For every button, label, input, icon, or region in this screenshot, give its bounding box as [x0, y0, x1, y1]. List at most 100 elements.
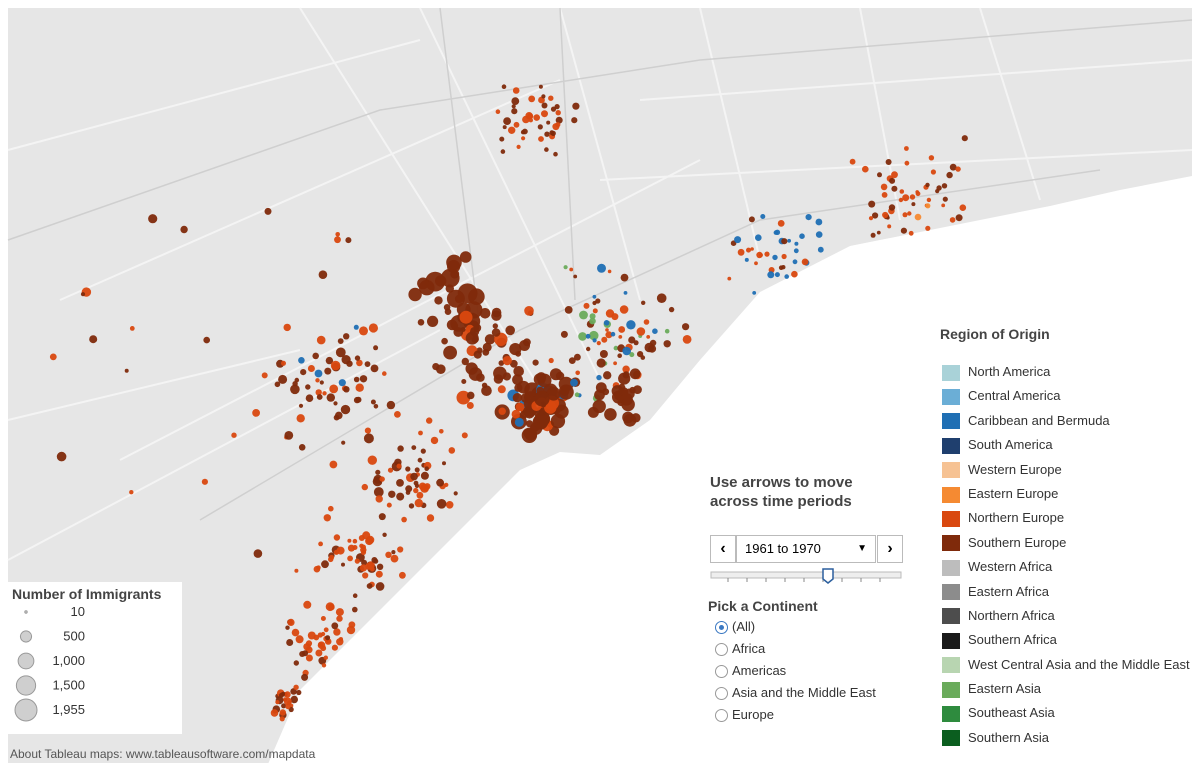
option-label: (All): [732, 619, 756, 634]
map-dot: [321, 560, 329, 569]
map-dot: [777, 220, 785, 227]
map-dot: [914, 213, 922, 221]
map-dot: [294, 377, 300, 383]
map-dot: [375, 582, 385, 591]
legend-label: Southeast Asia: [968, 705, 1055, 721]
map-dot: [501, 84, 507, 89]
legend-item: Western Africa: [942, 559, 1190, 583]
map-dot: [426, 514, 435, 522]
map-dot: [621, 397, 635, 412]
map-dot: [930, 169, 937, 175]
period-dropdown[interactable]: 1961 to 1970 ▼: [736, 535, 876, 563]
time-slider[interactable]: [708, 566, 904, 586]
map-dot: [668, 306, 675, 313]
next-button[interactable]: ›: [877, 535, 903, 563]
map-dot: [328, 554, 335, 561]
map-dot: [203, 336, 210, 344]
legend-item: North America: [942, 364, 1190, 388]
map-dot: [664, 328, 670, 334]
map-dot: [891, 171, 898, 179]
map-dot: [461, 432, 468, 439]
map-dot: [815, 231, 823, 238]
map-dot: [617, 353, 622, 359]
legend-swatch: [942, 559, 960, 576]
map-dot: [902, 212, 908, 218]
map-dot: [370, 364, 379, 373]
map-dot: [386, 502, 392, 508]
continent-option[interactable]: Americas: [715, 663, 876, 685]
map-dot: [603, 371, 612, 380]
map-dot: [313, 634, 320, 641]
map-dot: [305, 394, 314, 403]
map-dot: [563, 265, 568, 270]
map-dot: [596, 341, 601, 346]
map-dot: [363, 433, 374, 444]
map-dot: [343, 333, 350, 340]
map-dot: [618, 383, 626, 391]
continent-option[interactable]: Africa: [715, 641, 876, 663]
map-dot: [637, 351, 644, 358]
map-dot: [296, 689, 302, 696]
continent-option[interactable]: Asia and the Middle East: [715, 685, 876, 707]
map-dot: [764, 251, 770, 257]
map-dot: [320, 616, 326, 621]
legend-label: Southern Europe: [968, 534, 1067, 550]
legend-swatch: [942, 437, 960, 454]
map-dot: [511, 97, 520, 105]
legend-label: Western Europe: [968, 461, 1062, 477]
map-dot: [378, 513, 386, 521]
legend-label: Southern Asia: [968, 729, 1049, 745]
map-dot: [330, 360, 341, 371]
continent-option[interactable]: (All): [715, 619, 876, 641]
map-dot: [868, 216, 874, 221]
size-label: 10: [71, 604, 85, 619]
map-dot: [622, 346, 631, 356]
map-dot: [293, 660, 299, 666]
map-dot: [586, 346, 591, 352]
map-dot: [473, 350, 482, 359]
map-dot: [364, 361, 371, 367]
color-legend-title: Region of Origin: [940, 326, 1050, 342]
map-dot: [390, 554, 399, 563]
map-dot: [270, 709, 279, 717]
legend-item: Southern Africa: [942, 632, 1190, 656]
map-dot: [278, 374, 288, 384]
map-dot: [379, 476, 385, 482]
map-dot: [569, 267, 574, 272]
map-dot: [281, 703, 287, 709]
map-dot: [396, 463, 402, 469]
map-dot: [555, 371, 565, 381]
color-legend: North America Central America Caribbean an…: [942, 364, 1190, 754]
size-label: 1,955: [52, 702, 85, 717]
radio-button: [715, 665, 728, 679]
map-dot: [607, 269, 612, 274]
option-label: Asia and the Middle East: [732, 685, 876, 700]
map-dot: [367, 455, 377, 465]
map-dot: [364, 427, 371, 434]
legend-item: South America: [942, 437, 1190, 461]
map-dot: [941, 203, 946, 208]
map-dot: [899, 189, 905, 194]
map-dot: [405, 485, 413, 493]
map-dot: [534, 391, 550, 407]
map-dot: [868, 200, 876, 208]
map-dot: [341, 355, 351, 365]
map-dot: [560, 330, 568, 338]
legend-swatch: [942, 681, 960, 698]
continent-option[interactable]: Europe: [715, 707, 876, 729]
map-dot: [345, 237, 352, 244]
map-dot: [592, 338, 597, 343]
map-dot: [781, 253, 787, 260]
roads: [7, 7, 1193, 561]
map-dot: [382, 371, 387, 376]
map-dot: [274, 381, 281, 388]
map-dot: [793, 248, 799, 254]
map-dot: [444, 308, 452, 316]
prev-button[interactable]: ‹: [710, 535, 736, 563]
legend-swatch: [942, 364, 960, 381]
map-dot: [375, 469, 381, 475]
map-dot: [359, 326, 368, 336]
map-dot: [373, 345, 379, 351]
map-dot: [285, 703, 291, 710]
